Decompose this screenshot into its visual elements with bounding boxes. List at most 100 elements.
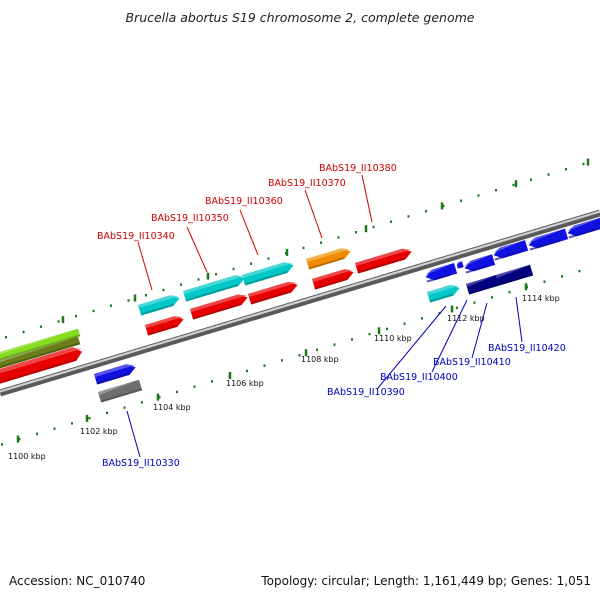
outer-scale-dots	[5, 162, 585, 339]
gene-label: BAbS19_II10390	[327, 387, 405, 398]
gene-body	[190, 294, 248, 320]
gene-shadow	[357, 257, 406, 274]
top-leader-line	[361, 174, 373, 223]
gene-arrow	[566, 216, 600, 239]
gene-arrow	[456, 261, 464, 269]
gene-body	[183, 275, 245, 302]
scale-ticks	[16, 158, 590, 443]
chromosome-backbone	[0, 209, 600, 397]
gene-arrow	[463, 254, 496, 274]
top-leader-line	[239, 209, 259, 256]
gene-body	[493, 240, 529, 259]
gene-highlight	[138, 295, 179, 309]
label-leader-lines	[126, 174, 523, 458]
gene-arrow	[424, 263, 458, 283]
gene-labels: BAbS19_II10340 BAbS19_II10350 BAbS19_II103…	[97, 163, 566, 469]
gene-highlight	[0, 347, 82, 377]
gene-arrow	[190, 294, 248, 320]
gene-shadow	[457, 265, 462, 269]
gene-shadow	[0, 334, 81, 363]
gene-shadow	[429, 293, 454, 303]
gene-shadow	[468, 283, 500, 295]
top-leader-line	[137, 241, 153, 291]
gene-body	[138, 295, 180, 316]
gene-label: BAbS19_II10410	[433, 357, 511, 368]
gene-highlight	[248, 281, 297, 298]
gene-highlight	[94, 364, 135, 378]
gene-shadow	[244, 270, 288, 286]
gene-arrow	[183, 275, 245, 302]
gene-shadow	[568, 227, 600, 239]
gene-body	[248, 281, 298, 305]
gene-arrow	[242, 262, 294, 286]
gene-body	[94, 364, 136, 385]
gene-highlight	[427, 284, 459, 296]
gene-arrow	[427, 284, 460, 303]
gene-highlight	[183, 275, 244, 295]
gene-body	[0, 336, 81, 371]
gene-label: BAbS19_II10380	[319, 163, 397, 174]
backbone-line	[0, 209, 600, 397]
gene-highlight	[242, 262, 293, 279]
gene-arrow	[466, 275, 500, 295]
gene-arrow	[306, 248, 351, 270]
gene-highlight	[463, 254, 493, 267]
gene-shadow	[100, 388, 143, 403]
bottom-leader-line	[126, 410, 141, 458]
gene-body	[0, 328, 81, 363]
gene-label: BAbS19_II10360	[205, 196, 283, 207]
gene-body	[98, 379, 143, 403]
gene-shadow	[494, 251, 521, 261]
gene-highlight	[190, 294, 247, 313]
gene-label: BAbS19_II10350	[151, 213, 229, 224]
tick-label: 1108 kbp	[301, 355, 339, 364]
gene-body	[242, 262, 294, 286]
gene-body	[145, 316, 184, 336]
page-title: Brucella abortus S19 chromosome 2, compl…	[125, 10, 475, 25]
gene-arrow	[527, 228, 569, 251]
gene-body	[425, 263, 458, 281]
gene-shadow	[465, 265, 488, 274]
tick-label: 1100 kbp	[8, 452, 46, 461]
top-leader-line	[186, 226, 208, 273]
gene-arrow	[355, 248, 412, 274]
backbone-highlight	[0, 210, 600, 393]
gene-body	[496, 264, 534, 286]
gene-body	[464, 254, 496, 272]
gene-highlight	[466, 275, 496, 288]
gene-highlight	[496, 264, 531, 279]
gene-body	[0, 347, 83, 386]
gene-shadow	[192, 303, 242, 320]
gene-shadow	[185, 283, 239, 302]
tick-label: 1110 kbp	[374, 334, 412, 343]
gene-shadow	[96, 372, 130, 385]
gene-body	[528, 228, 569, 249]
gene-shadow	[426, 273, 450, 283]
gene-arrow	[492, 240, 529, 261]
bottom-leader-line	[377, 305, 447, 389]
gene-arrow	[0, 336, 81, 371]
gene-arrow	[145, 316, 184, 336]
gene-body	[312, 269, 354, 290]
tick-label: 1106 kbp	[226, 379, 264, 388]
gene-shadow	[0, 358, 77, 386]
gene-arrow	[0, 347, 83, 386]
gene-arrow	[94, 364, 136, 385]
tick-label: 1114 kbp	[522, 294, 560, 303]
gene-highlight	[306, 248, 350, 263]
inner-scale-dots	[1, 269, 581, 446]
gene-body	[306, 248, 351, 270]
bottom-leader-line	[471, 302, 488, 359]
top-leader-line	[304, 189, 323, 239]
tick-label: 1102 kbp	[80, 427, 118, 436]
gene-body	[427, 284, 460, 303]
gene-shadow	[147, 324, 178, 336]
gene-highlight	[355, 248, 411, 267]
gene-shadow	[250, 290, 292, 305]
gene-shadow	[529, 239, 561, 251]
tick-label: 1104 kbp	[153, 403, 191, 412]
gene-highlight	[98, 379, 139, 396]
gene-shadow	[308, 257, 345, 270]
genome-summary-text: Topology: circular; Length: 1,161,449 bp…	[261, 574, 591, 588]
